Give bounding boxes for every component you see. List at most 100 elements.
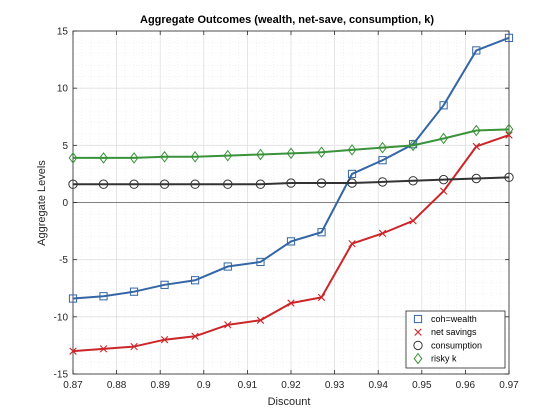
- y-tick-label: 5: [62, 141, 68, 152]
- legend: coh=wealth net savings consumption risky k: [405, 310, 506, 369]
- data-point: [223, 149, 233, 162]
- data-point: [190, 150, 200, 163]
- data-point: [160, 150, 169, 163]
- data-point: [68, 179, 78, 189]
- data-point: [68, 294, 78, 303]
- data-point: [377, 177, 388, 187]
- data-point: [378, 141, 387, 154]
- chart-title: Aggregate Outcomes (wealth, net-save, co…: [140, 14, 434, 26]
- x-tick-label: 0.89: [150, 380, 170, 391]
- data-point: [224, 321, 232, 329]
- y-tick-label: 15: [57, 27, 69, 38]
- data-point: [256, 316, 265, 324]
- marker-stroke: [414, 328, 422, 336]
- data-point: [68, 152, 78, 164]
- x-tick-label: 0.96: [456, 380, 476, 391]
- data-point: [99, 345, 108, 353]
- data-point: [286, 178, 296, 188]
- data-point: [438, 174, 449, 185]
- legend-marker: [413, 352, 423, 365]
- marker-stroke: [130, 342, 138, 351]
- data-point: [160, 280, 169, 289]
- series-line: [72, 36, 510, 300]
- marker-stroke: [378, 229, 387, 238]
- data-point: [256, 148, 265, 161]
- data-point: [504, 123, 514, 136]
- legend-item: coh=wealth: [413, 314, 477, 324]
- data-point: [439, 187, 448, 195]
- data-point: [286, 147, 296, 160]
- data-point: [472, 142, 480, 151]
- data-point: [471, 173, 481, 184]
- marker-stroke: [69, 347, 77, 355]
- marker-stroke: [99, 345, 108, 353]
- tick-labels: 0.87 0.88 0.89 0.9 0.91 0.92 0.93 0.94 0.95 0.96 0…: [54, 27, 520, 392]
- x-axis-title: Discount: [268, 396, 311, 408]
- x-tick-label: 0.87: [63, 380, 83, 391]
- marker-stroke: [191, 332, 199, 340]
- y-tick-label: -15: [54, 370, 69, 381]
- data-point: [378, 229, 387, 238]
- x-tick-label: 0.94: [368, 380, 388, 391]
- x-tick-label: 0.95: [412, 380, 432, 391]
- axes: [72, 30, 510, 375]
- data-point: [190, 276, 200, 285]
- data-point: [408, 176, 418, 186]
- x-tick-label: 0.97: [499, 380, 519, 391]
- data-point: [286, 237, 296, 246]
- data-point: [130, 342, 138, 351]
- data-point: [256, 257, 265, 267]
- marker-stroke: [160, 336, 169, 344]
- data-point: [317, 228, 326, 237]
- marker-stroke: [287, 299, 295, 307]
- marker-stroke: [224, 321, 232, 329]
- data-point: [99, 292, 108, 301]
- x-tick-label: 0.88: [107, 380, 127, 391]
- y-tick-label: -10: [54, 312, 69, 323]
- legend-marker: [413, 314, 423, 324]
- data-point: [287, 299, 295, 307]
- data-point: [129, 287, 139, 296]
- series-net-savings: [69, 131, 513, 355]
- data-point: [129, 152, 139, 164]
- data-point: [347, 178, 357, 188]
- data-point: [99, 152, 108, 164]
- x-tick-label: 0.91: [238, 380, 258, 391]
- x-tick-label: 0.92: [281, 380, 301, 391]
- data-point: [347, 144, 357, 156]
- data-point: [223, 262, 232, 271]
- series-line: [73, 176, 510, 186]
- legend-marker: [414, 328, 422, 336]
- y-tick-label: 0: [62, 198, 68, 209]
- y-axis-title: Aggregate Levels: [36, 160, 48, 246]
- legend-item: net savings: [414, 327, 477, 337]
- marker-stroke: [317, 293, 326, 302]
- data-point: [191, 332, 199, 340]
- data-point: [129, 179, 139, 189]
- legend-item: consumption: [413, 340, 482, 351]
- data-point: [255, 179, 266, 189]
- data-point: [504, 172, 514, 183]
- series-risky-k: [68, 123, 514, 164]
- y-tick-label: -5: [59, 255, 68, 266]
- data-point: [471, 124, 481, 137]
- data-point: [317, 146, 326, 159]
- legend-label: consumption: [431, 340, 482, 350]
- marker-stroke: [439, 187, 448, 195]
- data-point: [378, 156, 387, 165]
- data-point: [408, 139, 418, 152]
- series-line: [73, 128, 510, 159]
- data-point: [317, 293, 326, 302]
- data-point: [504, 33, 514, 42]
- marker-stroke: [472, 142, 480, 151]
- x-tick-label: 0.93: [325, 380, 345, 391]
- legend-item: risky k: [413, 352, 457, 365]
- legend-box: [405, 310, 506, 369]
- marker-stroke: [256, 316, 265, 324]
- data-point: [160, 336, 169, 344]
- data-point: [348, 239, 356, 248]
- data-point: [472, 46, 481, 55]
- legend-marker: [413, 340, 423, 351]
